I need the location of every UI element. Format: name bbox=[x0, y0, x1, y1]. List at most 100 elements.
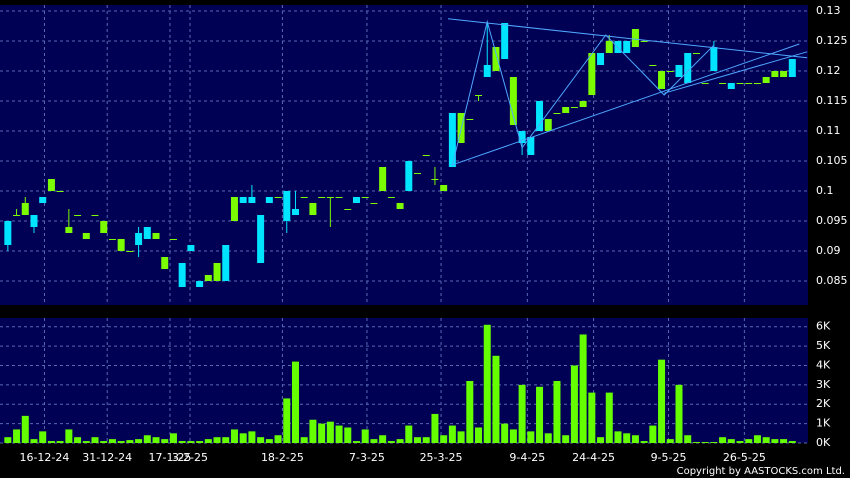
candle-body bbox=[318, 197, 326, 198]
volume-bar bbox=[39, 431, 47, 443]
trendline bbox=[447, 18, 808, 59]
candle-body bbox=[213, 263, 221, 281]
y-tick-label: 5K bbox=[816, 339, 831, 352]
volume-bar bbox=[274, 435, 282, 443]
volume-bar bbox=[178, 441, 186, 443]
x-tick-label: 24-4-25 bbox=[572, 451, 615, 464]
candle-body bbox=[196, 281, 204, 287]
volume-bar bbox=[579, 334, 587, 443]
volume-bar bbox=[509, 429, 517, 443]
volume-bar bbox=[239, 433, 247, 443]
candle-body bbox=[692, 53, 700, 54]
volume-bar bbox=[100, 441, 108, 443]
volume-bar bbox=[47, 441, 55, 443]
candle-body bbox=[204, 275, 212, 281]
volume-bar bbox=[230, 429, 238, 443]
x-tick-label: 7-3-25 bbox=[349, 451, 385, 464]
candle-body bbox=[117, 239, 125, 251]
candle-body bbox=[753, 83, 761, 84]
volume-bar bbox=[161, 439, 169, 443]
volume-bar bbox=[361, 429, 369, 443]
volume-bar bbox=[466, 380, 474, 443]
candle-body bbox=[265, 197, 273, 203]
candle-body bbox=[405, 161, 413, 191]
volume-bar bbox=[396, 439, 404, 443]
volume-bar bbox=[518, 384, 526, 443]
volume-bar bbox=[736, 441, 744, 443]
volume-bar bbox=[658, 359, 666, 443]
y-tick-label: 0.125 bbox=[816, 34, 848, 47]
volume-bar bbox=[143, 435, 151, 443]
volume-bar bbox=[379, 435, 387, 443]
volume-bar bbox=[65, 429, 73, 443]
volume-bar bbox=[422, 437, 430, 443]
candle-body bbox=[483, 65, 491, 77]
x-tick-label: 18-2-25 bbox=[261, 451, 304, 464]
volume-bar bbox=[475, 427, 483, 443]
y-tick-label: 2K bbox=[816, 397, 831, 410]
x-tick-label: 31-12-24 bbox=[82, 451, 132, 464]
volume-bar bbox=[605, 392, 613, 443]
volume-bar bbox=[370, 439, 378, 443]
candle-body bbox=[379, 167, 387, 191]
volume-bar bbox=[780, 439, 788, 443]
candle-body bbox=[579, 101, 587, 107]
candle-body bbox=[605, 41, 613, 53]
volume-bar bbox=[457, 431, 465, 443]
candle-body bbox=[291, 209, 299, 215]
volume-bar bbox=[719, 437, 727, 443]
candle-body bbox=[675, 65, 683, 77]
volume-bar bbox=[352, 441, 360, 443]
candle-body bbox=[169, 239, 177, 240]
volume-bar bbox=[117, 441, 125, 443]
y-tick-label: 3K bbox=[816, 378, 831, 391]
y-tick-label: 0.095 bbox=[816, 214, 848, 227]
volume-bar bbox=[56, 441, 64, 443]
volume-bar bbox=[440, 435, 448, 443]
volume-bar bbox=[614, 431, 622, 443]
candle-body bbox=[414, 173, 422, 174]
volume-bar bbox=[74, 437, 82, 443]
candle-body bbox=[135, 233, 143, 245]
volume-bar bbox=[82, 441, 90, 443]
volume-bar bbox=[248, 431, 256, 443]
volume-bar bbox=[631, 435, 639, 443]
candle-body bbox=[361, 197, 369, 198]
candle-body bbox=[631, 29, 639, 47]
candle-body bbox=[39, 197, 47, 203]
volume-bar bbox=[745, 439, 753, 443]
volume-bar bbox=[492, 355, 500, 443]
candle-body bbox=[684, 53, 692, 83]
candle-body bbox=[518, 131, 526, 143]
volume-bar bbox=[788, 441, 796, 443]
volume-bar bbox=[536, 386, 544, 443]
candle-body bbox=[352, 197, 360, 203]
volume-bar bbox=[701, 442, 709, 443]
candle-body bbox=[448, 113, 456, 167]
y-tick-label: 0.085 bbox=[816, 274, 848, 287]
volume-bar bbox=[213, 437, 221, 443]
candle-body bbox=[666, 71, 674, 72]
trendline bbox=[451, 19, 715, 166]
candle-body bbox=[126, 251, 134, 252]
candle-body bbox=[527, 137, 535, 155]
volume-bar bbox=[13, 429, 21, 443]
candle-body bbox=[47, 179, 55, 191]
candle-body bbox=[370, 203, 378, 204]
price-panel bbox=[0, 5, 808, 305]
candle-body bbox=[623, 41, 631, 53]
volume-bar bbox=[21, 415, 29, 443]
volume-bar bbox=[187, 441, 195, 443]
y-tick-label: 1K bbox=[816, 417, 831, 430]
candle-body bbox=[536, 101, 544, 131]
candle-body bbox=[588, 53, 596, 95]
volume-bar bbox=[727, 439, 735, 443]
candle-body bbox=[780, 71, 788, 77]
volume-bar bbox=[91, 437, 99, 443]
candle-body bbox=[274, 197, 282, 198]
x-tick-label: 9-4-25 bbox=[509, 451, 545, 464]
volume-bar bbox=[666, 439, 674, 443]
candle-body bbox=[178, 263, 186, 287]
y-tick-label: 0.11 bbox=[816, 124, 841, 137]
